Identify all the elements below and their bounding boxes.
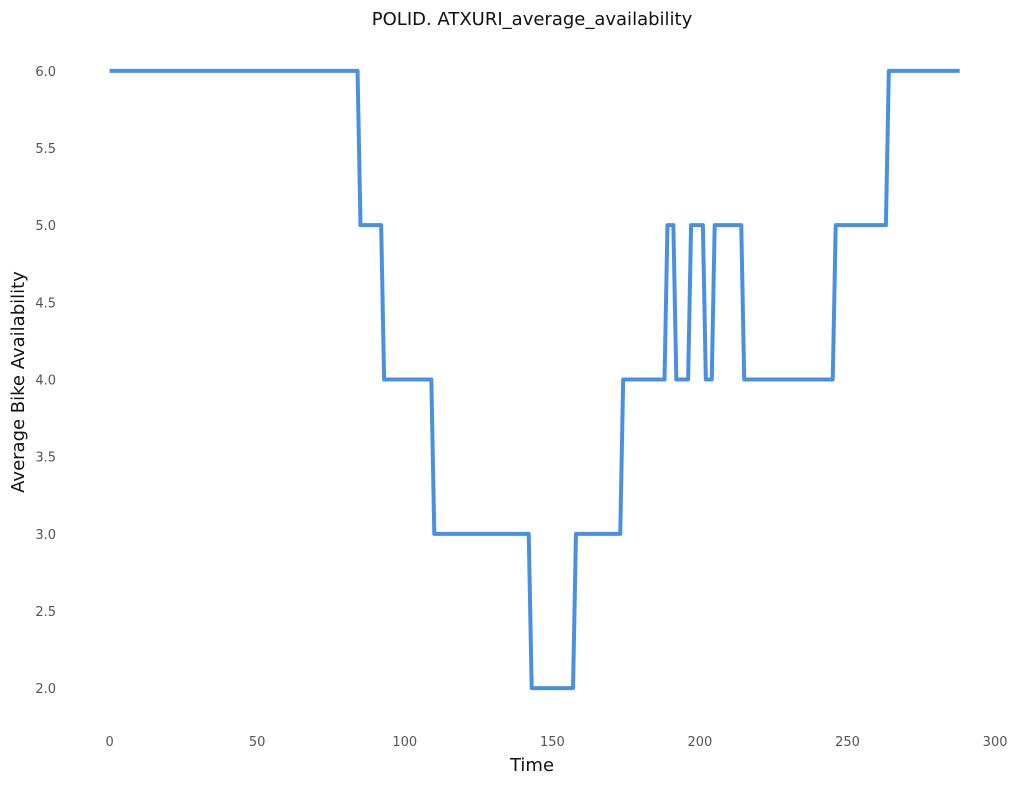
y-tick-label: 2.5 (35, 605, 56, 620)
y-tick-label: 5.0 (35, 219, 56, 234)
series-layer (109, 68, 960, 691)
y-tick-label: 3.5 (35, 451, 56, 466)
x-tick-label: 150 (540, 735, 565, 750)
x-tick-label: 100 (392, 735, 417, 750)
y-tick-label: 2.0 (35, 682, 56, 697)
x-tick-label: 50 (249, 735, 266, 750)
y-axis-label: Average Bike Availability (8, 271, 29, 493)
chart-title: POLID. ATXURI_average_availability (372, 9, 693, 30)
y-axis-ticks: 2.0 2.5 3.0 3.5 4.0 4.5 5.0 5.5 6.0 (35, 65, 56, 697)
x-axis-ticks: 0 50 100 150 200 250 300 (105, 735, 1007, 750)
y-tick-label: 5.5 (35, 142, 56, 157)
x-axis-label: Time (509, 755, 554, 776)
y-tick-label: 4.0 (35, 374, 56, 389)
y-tick-label: 6.0 (35, 65, 56, 80)
series-line (109, 68, 960, 691)
x-tick-label: 300 (983, 735, 1008, 750)
y-tick-label: 3.0 (35, 528, 56, 543)
y-tick-label: 4.5 (35, 296, 56, 311)
x-tick-label: 200 (688, 735, 713, 750)
x-tick-label: 250 (835, 735, 860, 750)
x-tick-label: 0 (105, 735, 113, 750)
